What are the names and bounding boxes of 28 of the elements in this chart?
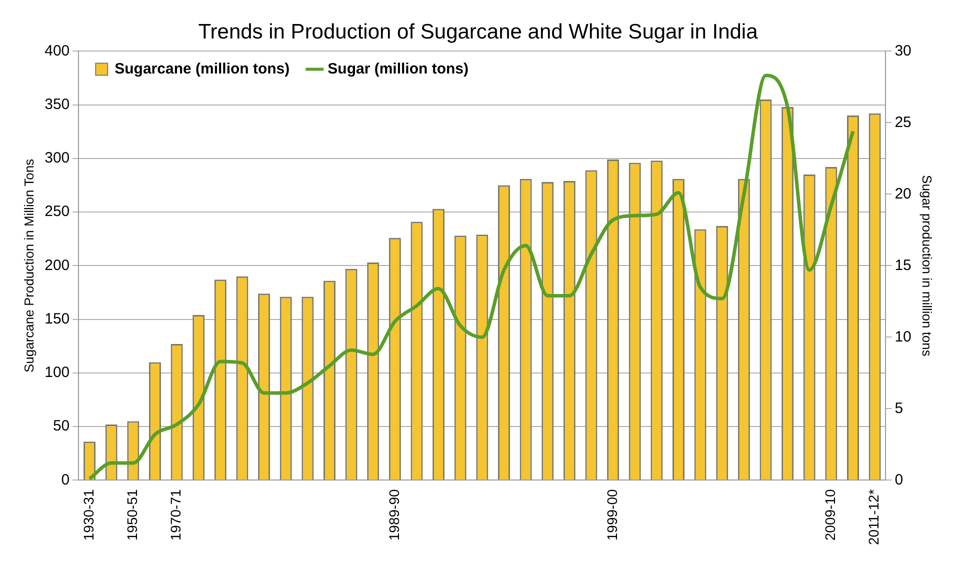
x-tick-label: 2011-12* [866,488,882,546]
y2-axis-title: Sugar production in million tons [920,175,935,357]
x-tick-label: 1989-90 [386,489,402,541]
y-tick-label: 200 [44,256,70,274]
y-tick-label: 300 [44,150,70,167]
y-tick-label: 50 [52,418,70,435]
x-tick-label: 1970-71 [168,489,184,541]
y2-tick-label: 30 [894,42,912,60]
x-tick-label: 1930-31 [80,489,96,541]
x-tick-label: 1999-00 [604,489,620,541]
y2-tick-label: 0 [894,471,904,488]
x-tick-label: 1950-51 [124,489,140,541]
legend-label: Sugarcane (million tons) [114,60,290,78]
y2-tick-label: 10 [894,328,912,346]
y2-tick-label: 20 [894,185,912,202]
y2-tick-label: 5 [894,400,904,417]
y-tick-label: 150 [44,310,70,328]
y-axis-title: Sugarcane Production in Million Tons [21,158,36,373]
y-tick-label: 400 [44,42,70,60]
y2-tick-label: 25 [894,114,912,131]
y-tick-label: 0 [61,471,70,488]
y-tick-label: 250 [44,203,70,220]
y-tick-label: 100 [44,364,70,382]
y2-tick-label: 15 [894,256,912,274]
legend-label: Sugar (million tons) [328,60,468,78]
chart-title: Trends in Production of Sugarcane and White Sugar in India [198,20,758,44]
y-tick-label: 350 [44,96,70,113]
x-tick-label: 2009-10 [822,489,838,541]
